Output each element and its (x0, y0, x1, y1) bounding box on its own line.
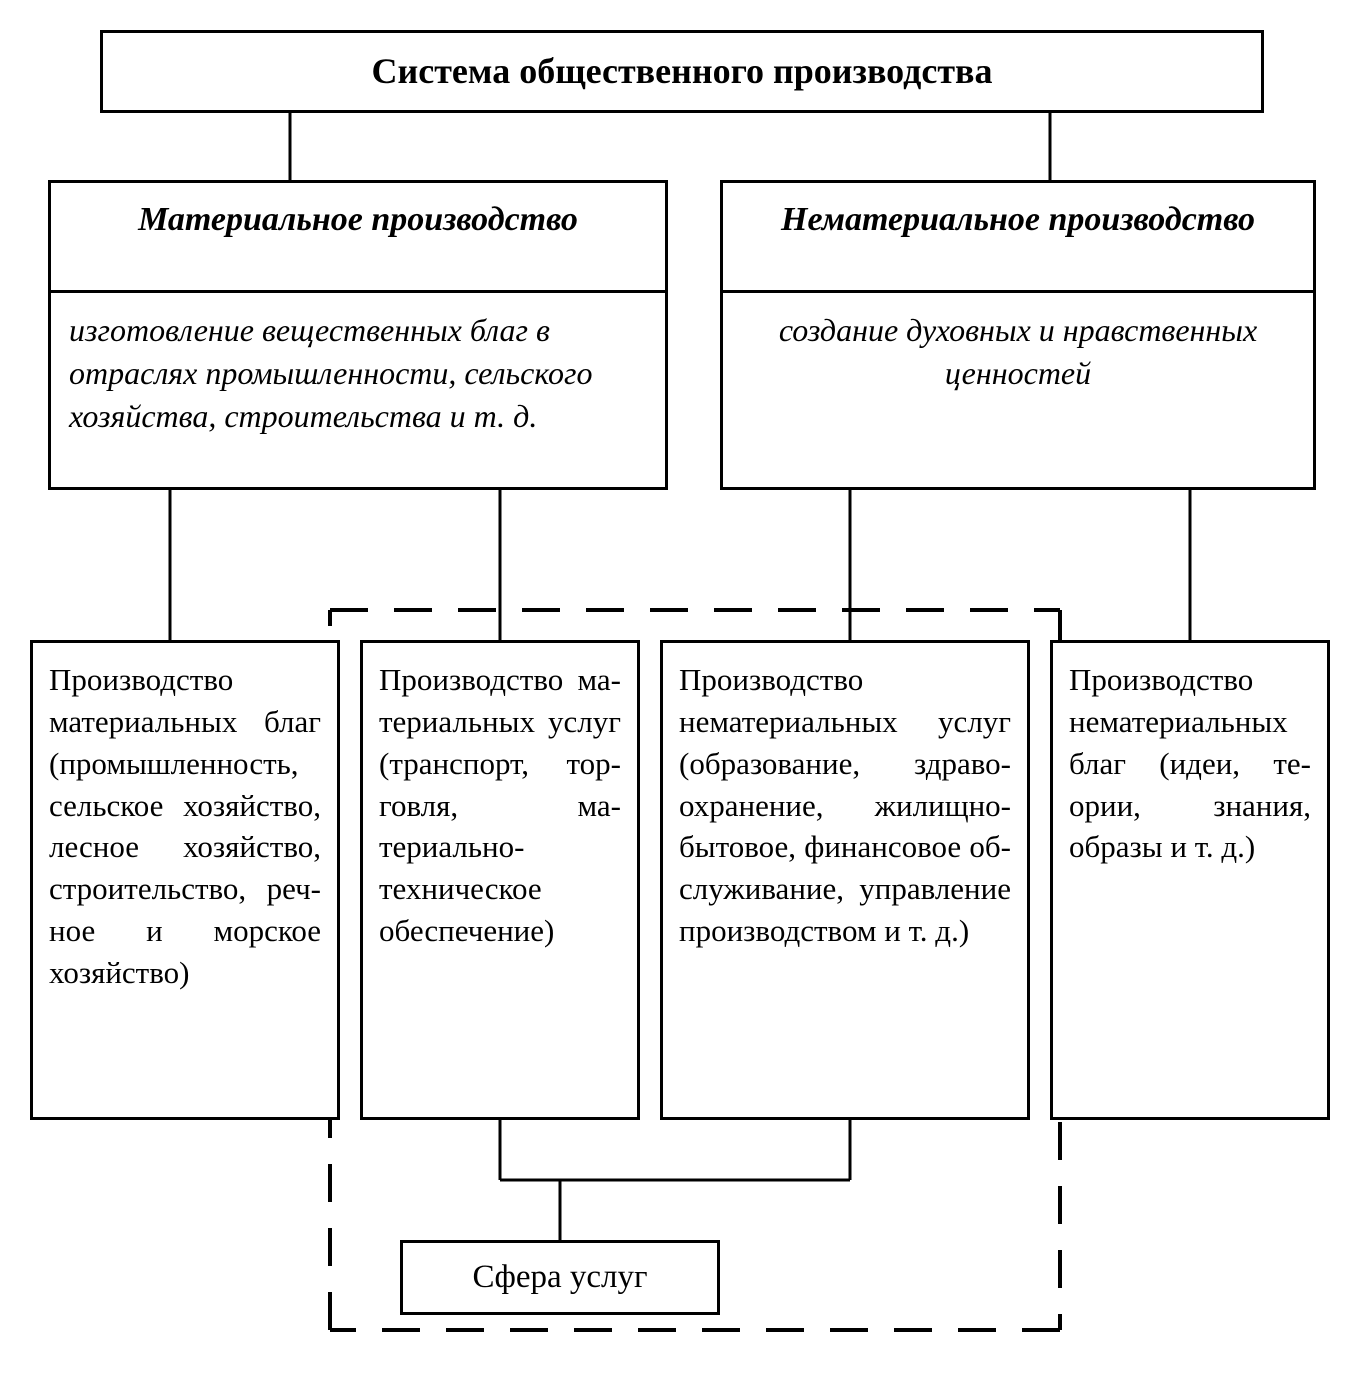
immaterial-desc-text: создание духовных и нравственных ценност… (779, 312, 1257, 391)
leaf4-text: Производ­ство нема­териаль­ных благ (иде… (1069, 662, 1311, 864)
leaf-material-services: Производ­ство ма­те­риальных услуг (тран… (360, 640, 640, 1120)
leaf2-text: Производ­ство ма­те­риальных услуг (тран… (379, 662, 621, 948)
immaterial-head: Нематериальное производство (720, 180, 1316, 290)
material-head-label: Материальное производство (138, 201, 578, 238)
immaterial-desc: создание духовных и нравственных ценност… (720, 290, 1316, 490)
material-desc-text: изготовление вещественных благ в отрасля… (69, 312, 593, 434)
leaf-material-goods: Производство материальных благ (промыш­л… (30, 640, 340, 1120)
root-node: Система общественного производства (100, 30, 1264, 113)
immaterial-head-label: Нематериальное производство (781, 201, 1255, 238)
leaf3-text: Производство нематериаль­ных услуг (об­р… (679, 662, 1011, 948)
sphere-label: Сфера услуг (472, 1259, 647, 1295)
leaf1-text: Производство материальных благ (промыш­л… (49, 662, 321, 990)
material-desc: изготовление вещественных благ в отрасля… (48, 290, 668, 490)
sphere-of-services: Сфера услуг (400, 1240, 720, 1315)
leaf-immaterial-services: Производство нематериаль­ных услуг (об­р… (660, 640, 1030, 1120)
material-head: Материальное производство (48, 180, 668, 290)
production-system-diagram: Система общественного производства Матер… (30, 30, 1334, 1344)
leaf-immaterial-goods: Производ­ство нема­териаль­ных благ (иде… (1050, 640, 1330, 1120)
root-label: Система общественного производства (372, 51, 993, 91)
